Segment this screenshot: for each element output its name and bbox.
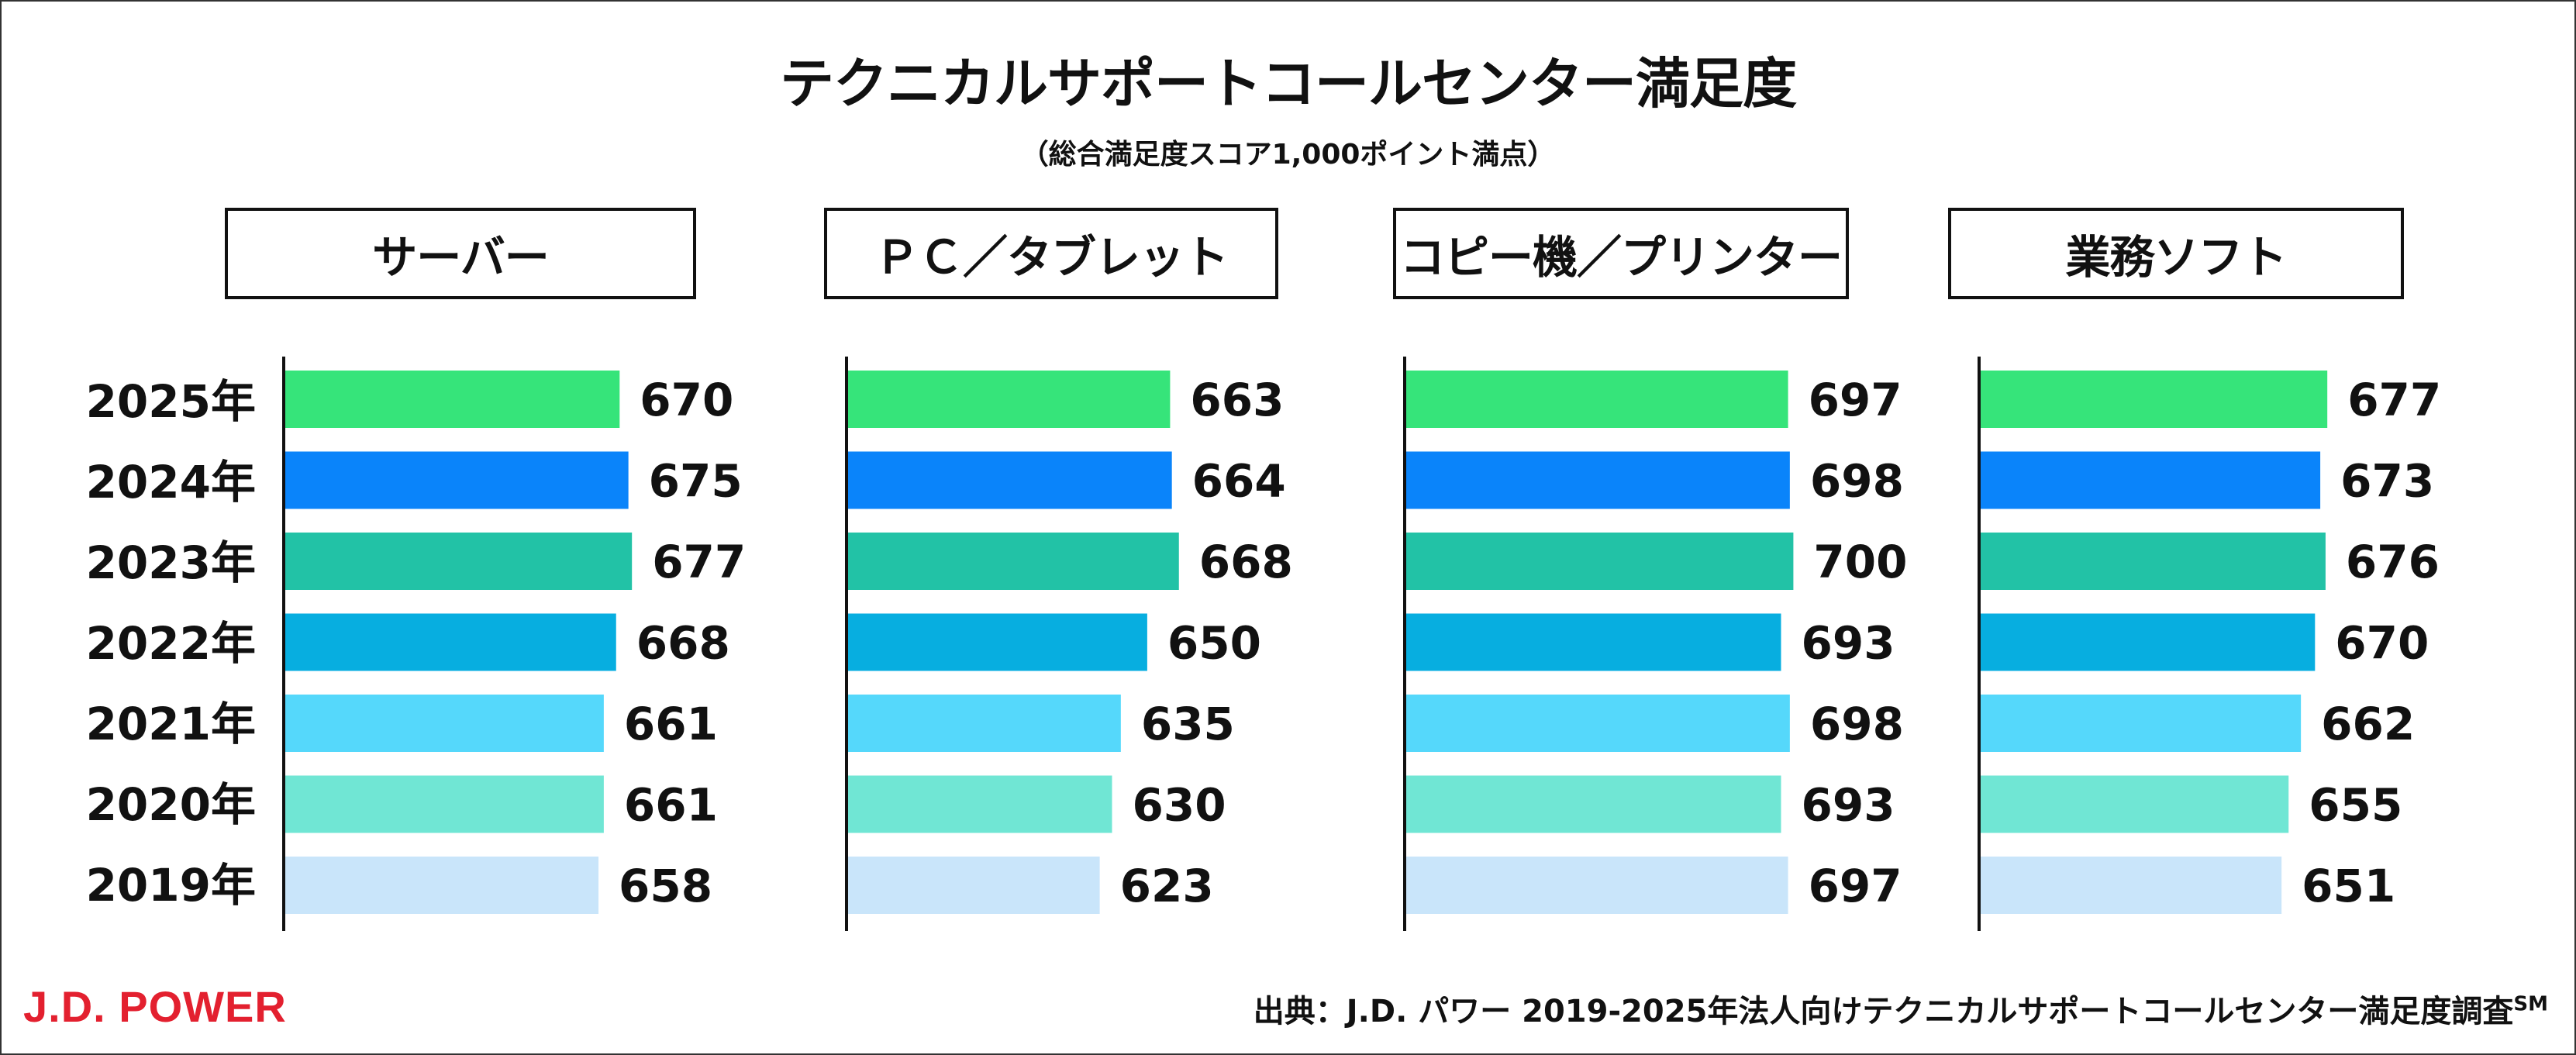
value-label-server-2023: 677 — [652, 536, 746, 588]
jd-power-logo: J.D. POWER — [23, 982, 287, 1031]
value-label-server-2019: 658 — [619, 860, 712, 912]
bar-copier-printer-2019 — [1406, 857, 1788, 914]
bar-copier-printer-2025 — [1406, 371, 1788, 428]
value-label-pc-tablet-2023: 668 — [1199, 536, 1293, 588]
value-label-copier-printer-2019: 697 — [1809, 860, 1902, 912]
value-label-business-software-2019: 651 — [2302, 860, 2395, 912]
bar-copier-printer-2021 — [1406, 695, 1790, 752]
year-label-2023: 2023年 — [85, 536, 256, 589]
value-label-business-software-2022: 670 — [2335, 617, 2429, 670]
value-label-business-software-2020: 655 — [2309, 779, 2402, 832]
bar-pc-tablet-2020 — [848, 775, 1112, 833]
bar-pc-tablet-2021 — [848, 695, 1121, 752]
bar-business-software-2019 — [1981, 857, 2282, 914]
panel-header-business-software: 業務ソフト — [1948, 208, 2404, 299]
value-label-copier-printer-2022: 693 — [1802, 617, 1895, 670]
year-label-2021: 2021年 — [85, 698, 256, 750]
value-label-server-2025: 670 — [640, 374, 733, 426]
value-label-business-software-2021: 662 — [2321, 698, 2415, 750]
value-label-copier-printer-2025: 697 — [1809, 374, 1902, 426]
value-label-pc-tablet-2025: 663 — [1190, 374, 1284, 426]
value-label-copier-printer-2020: 693 — [1802, 779, 1895, 832]
value-label-business-software-2024: 673 — [2340, 455, 2434, 508]
bar-pc-tablet-2022 — [848, 613, 1147, 671]
bar-business-software-2024 — [1981, 451, 2321, 509]
value-label-pc-tablet-2024: 664 — [1192, 455, 1286, 508]
bar-pc-tablet-2023 — [848, 533, 1179, 590]
chart-subtitle: （総合満足度スコア1,000ポイント満点） — [1020, 139, 1556, 171]
value-label-pc-tablet-2021: 635 — [1141, 698, 1235, 750]
bar-business-software-2020 — [1981, 775, 2289, 833]
bar-business-software-2025 — [1981, 371, 2328, 428]
panel-header-pc-tablet: ＰＣ／タブレット — [824, 208, 1278, 299]
chart-title: テクニカルサポートコールセンター満足度 — [780, 52, 1797, 115]
bar-pc-tablet-2025 — [848, 371, 1171, 428]
bar-pc-tablet-2019 — [848, 857, 1100, 914]
value-label-business-software-2023: 676 — [2346, 536, 2440, 588]
source-note: 出典：J.D. パワー 2019-2025年法人向けテクニカルサポートコールセン… — [1254, 986, 2548, 1031]
bar-server-2022 — [285, 613, 616, 671]
bar-business-software-2022 — [1981, 613, 2316, 671]
service-mark: SM — [2513, 992, 2548, 1016]
value-label-pc-tablet-2022: 650 — [1167, 617, 1261, 670]
bar-copier-printer-2022 — [1406, 613, 1781, 671]
panel-header-server: サーバー — [225, 208, 696, 299]
bar-copier-printer-2024 — [1406, 451, 1790, 509]
bar-copier-printer-2023 — [1406, 533, 1794, 590]
year-label-2024: 2024年 — [85, 456, 256, 509]
value-label-server-2021: 661 — [624, 698, 718, 750]
bar-server-2020 — [285, 775, 604, 833]
bar-pc-tablet-2024 — [848, 451, 1172, 509]
panel-header-copier-printer: コピー機／プリンター — [1393, 208, 1849, 299]
value-label-server-2022: 668 — [636, 617, 730, 670]
year-label-2025: 2025年 — [85, 375, 256, 428]
value-label-copier-printer-2024: 698 — [1810, 455, 1904, 508]
source-text: 出典：J.D. パワー 2019-2025年法人向けテクニカルサポートコールセン… — [1253, 994, 2514, 1029]
year-label-2020: 2020年 — [85, 778, 256, 831]
bar-business-software-2021 — [1981, 695, 2302, 752]
bar-server-2019 — [285, 857, 599, 914]
value-label-server-2020: 661 — [624, 779, 718, 832]
bar-server-2021 — [285, 695, 604, 752]
value-label-server-2024: 675 — [649, 455, 743, 508]
value-label-business-software-2025: 677 — [2347, 374, 2441, 426]
bar-copier-printer-2020 — [1406, 775, 1781, 833]
value-label-copier-printer-2021: 698 — [1810, 698, 1904, 750]
bar-server-2023 — [285, 533, 633, 590]
bar-server-2025 — [285, 371, 620, 428]
value-label-pc-tablet-2020: 630 — [1133, 779, 1226, 832]
bar-server-2024 — [285, 451, 629, 509]
year-label-2019: 2019年 — [85, 859, 256, 912]
bar-business-software-2023 — [1981, 533, 2326, 590]
year-label-2022: 2022年 — [85, 617, 256, 670]
value-label-copier-printer-2023: 700 — [1813, 536, 1907, 588]
value-label-pc-tablet-2019: 623 — [1120, 860, 1214, 912]
